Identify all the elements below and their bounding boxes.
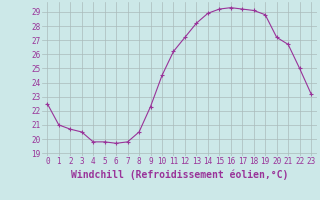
X-axis label: Windchill (Refroidissement éolien,°C): Windchill (Refroidissement éolien,°C)	[70, 169, 288, 180]
